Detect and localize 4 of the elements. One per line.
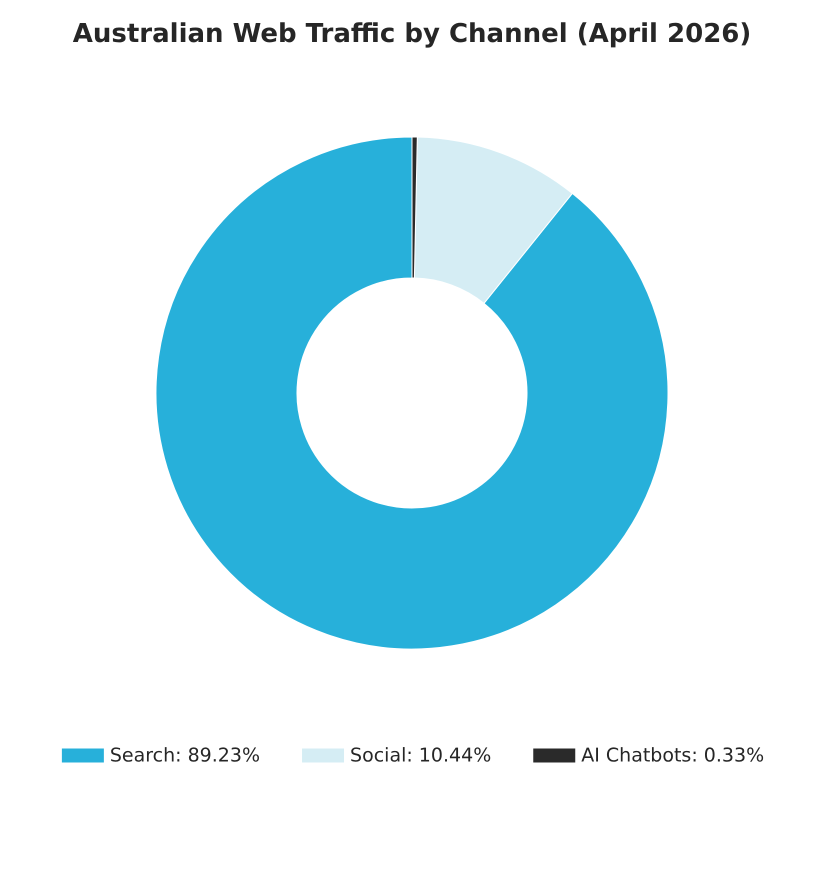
legend-label: Social: 10.44% [350,744,492,766]
legend-label: Search: 89.23% [110,744,260,766]
chart-title: Australian Web Traffic by Channel (April 2026) [72,19,752,49]
legend-label: AI Chatbots: 0.33% [581,744,764,766]
